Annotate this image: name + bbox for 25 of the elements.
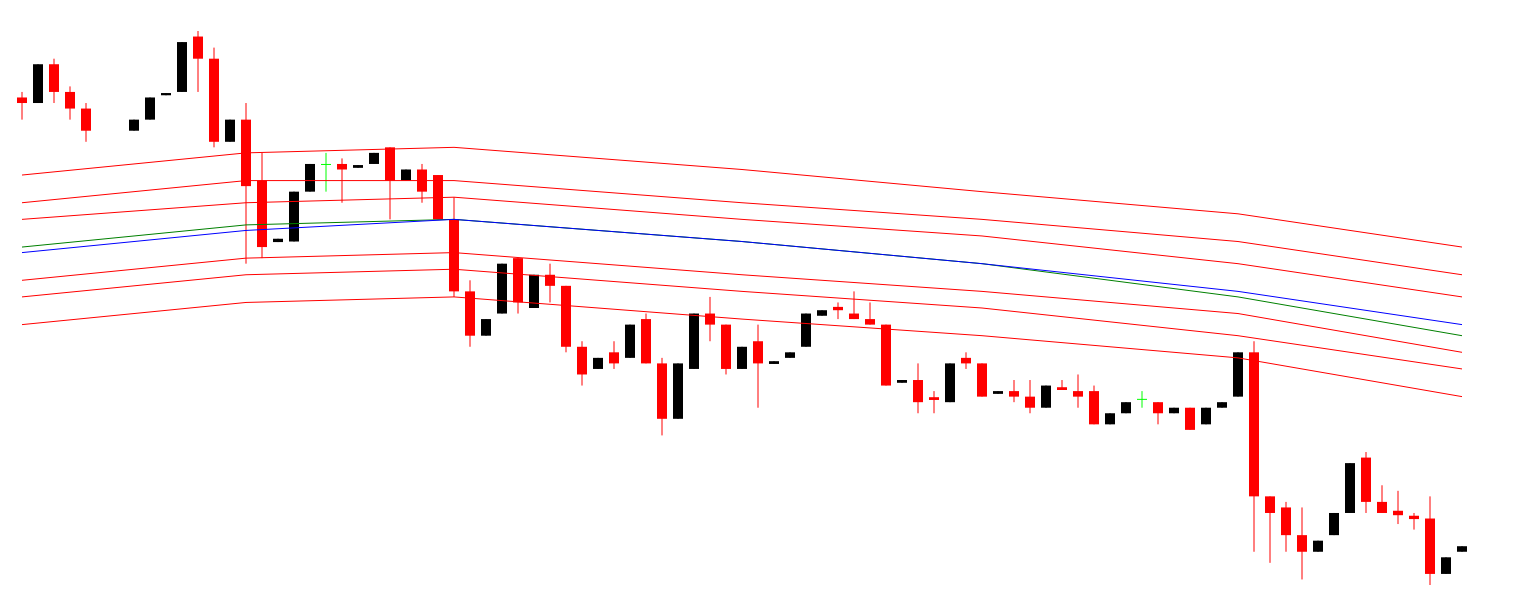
- candlestick: [1393, 490, 1403, 525]
- candlestick: [1009, 379, 1019, 403]
- candlestick: [753, 324, 763, 409]
- candlestick: [17, 91, 27, 121]
- candlestick: [609, 340, 619, 370]
- candlestick: [81, 102, 91, 143]
- candlestick: [1025, 379, 1035, 414]
- candlestick: [865, 301, 875, 326]
- candlestick: [929, 390, 939, 414]
- candlestick: [849, 290, 859, 320]
- candlestick: [1137, 390, 1147, 409]
- candlestick: [1297, 506, 1307, 580]
- candlestick: [833, 301, 843, 320]
- candlestick: [961, 351, 971, 370]
- candlestick: [913, 362, 923, 414]
- candlestick: [65, 85, 75, 121]
- candlestick: [1377, 484, 1387, 514]
- candlestick: [145, 96, 155, 121]
- candlestick: [1057, 379, 1067, 391]
- candlestick: [1409, 512, 1419, 531]
- candlestick: [1265, 495, 1275, 564]
- candlestick: [1073, 373, 1083, 409]
- candlestick: [321, 152, 331, 193]
- candlestick: [1153, 401, 1163, 425]
- candlestick: [193, 31, 203, 93]
